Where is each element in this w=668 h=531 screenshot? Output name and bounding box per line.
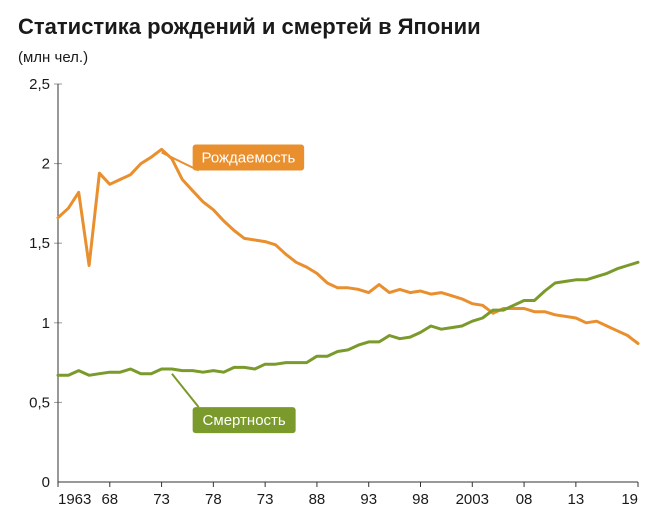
y-tick-label: 0 <box>42 474 50 491</box>
x-tick-label: 68 <box>101 491 118 508</box>
chart-svg: 0 0,5 1 1,5 2 2,5 1963 68 73 78 73 88 93 98 2003 08 13 19… <box>18 74 650 514</box>
x-tick-label: 88 <box>309 491 326 508</box>
y-tick-label: 1,5 <box>29 235 50 252</box>
x-tick-label: 73 <box>153 491 170 508</box>
y-tick-label: 2,5 <box>29 76 50 93</box>
callout-pointer-deaths <box>172 374 199 407</box>
x-tick-label: 73 <box>257 491 274 508</box>
x-tick-label: 13 <box>568 491 585 508</box>
x-tick-label: 93 <box>360 491 377 508</box>
callout-label-deaths: Смертность <box>203 412 286 429</box>
chart-area: 0 0,5 1 1,5 2 2,5 1963 68 73 78 73 88 93 98 2003 08 13 19… <box>18 74 650 514</box>
x-tick-label: 08 <box>516 491 533 508</box>
callout-label-births: Рождаемость <box>201 150 295 167</box>
x-tick-label: 1963 <box>58 491 91 508</box>
y-tick-label: 2 <box>42 156 50 173</box>
chart-subtitle: (млн чел.) <box>18 49 650 66</box>
chart-title: Статистика рождений и смертей в Японии <box>18 14 650 39</box>
x-tick-label: 19 <box>621 491 638 508</box>
x-tick-label: 78 <box>205 491 222 508</box>
y-tick-label: 1 <box>42 315 50 332</box>
series-births <box>58 150 638 344</box>
x-tick-label: 2003 <box>456 491 489 508</box>
x-tick-label: 98 <box>412 491 429 508</box>
series-deaths <box>58 263 638 376</box>
y-tick-label: 0,5 <box>29 395 50 412</box>
